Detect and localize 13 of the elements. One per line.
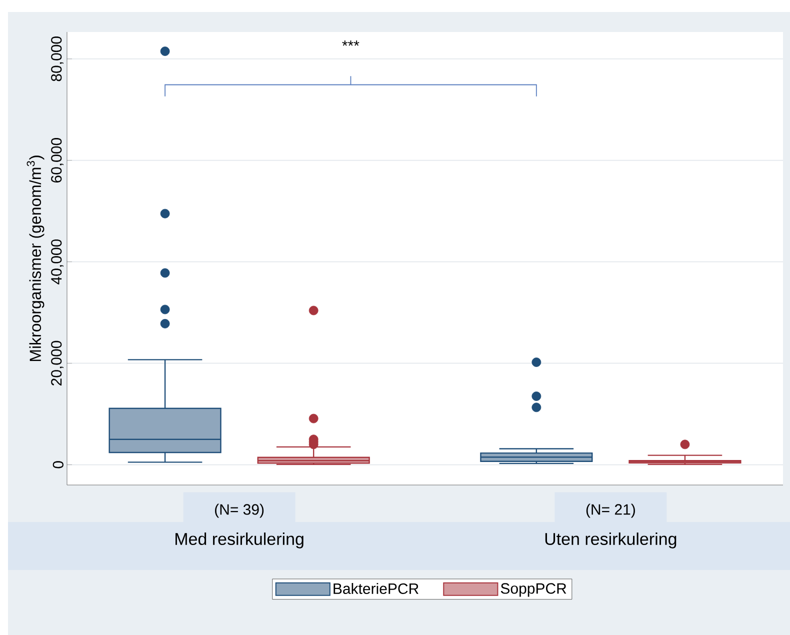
y-axis-title: Mikroorganismer (genom/m$^{3}$) [26, 156, 44, 362]
annotation: *** [342, 40, 360, 46]
y-tick-label: 80,000 [51, 36, 64, 82]
x-tick-label: Med resirkulering [176, 532, 304, 548]
y-tick-label: 60,000 [51, 138, 64, 183]
x-tick-label: Uten resirkulering [545, 532, 676, 548]
y-tick-label: 20,000 [51, 340, 64, 386]
text: (N= 21) [586, 504, 635, 518]
y-tick-label: 40,000 [51, 239, 64, 284]
legend-label: SoppPCR [500, 583, 566, 597]
y-tick-label: 0 [52, 461, 64, 468]
text: (N= 39) [215, 504, 264, 518]
legend-label: BakteriePCR [334, 582, 418, 594]
